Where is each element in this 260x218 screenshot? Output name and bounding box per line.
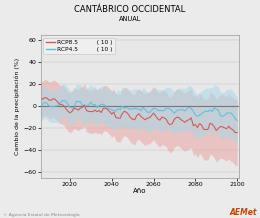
Text: ANUAL: ANUAL	[119, 16, 141, 22]
Legend: RCP8.5          ( 10 ), RCP4.5          ( 10 ): RCP8.5 ( 10 ), RCP4.5 ( 10 )	[43, 37, 115, 54]
Text: CANTÁBRICO OCCIDENTAL: CANTÁBRICO OCCIDENTAL	[74, 5, 186, 14]
Text: AEMet: AEMet	[230, 208, 257, 217]
Y-axis label: Cambio de la precipitación (%): Cambio de la precipitación (%)	[15, 58, 21, 155]
X-axis label: Año: Año	[133, 188, 147, 194]
Text: © Agencia Estatal de Meteorología: © Agencia Estatal de Meteorología	[3, 213, 79, 217]
